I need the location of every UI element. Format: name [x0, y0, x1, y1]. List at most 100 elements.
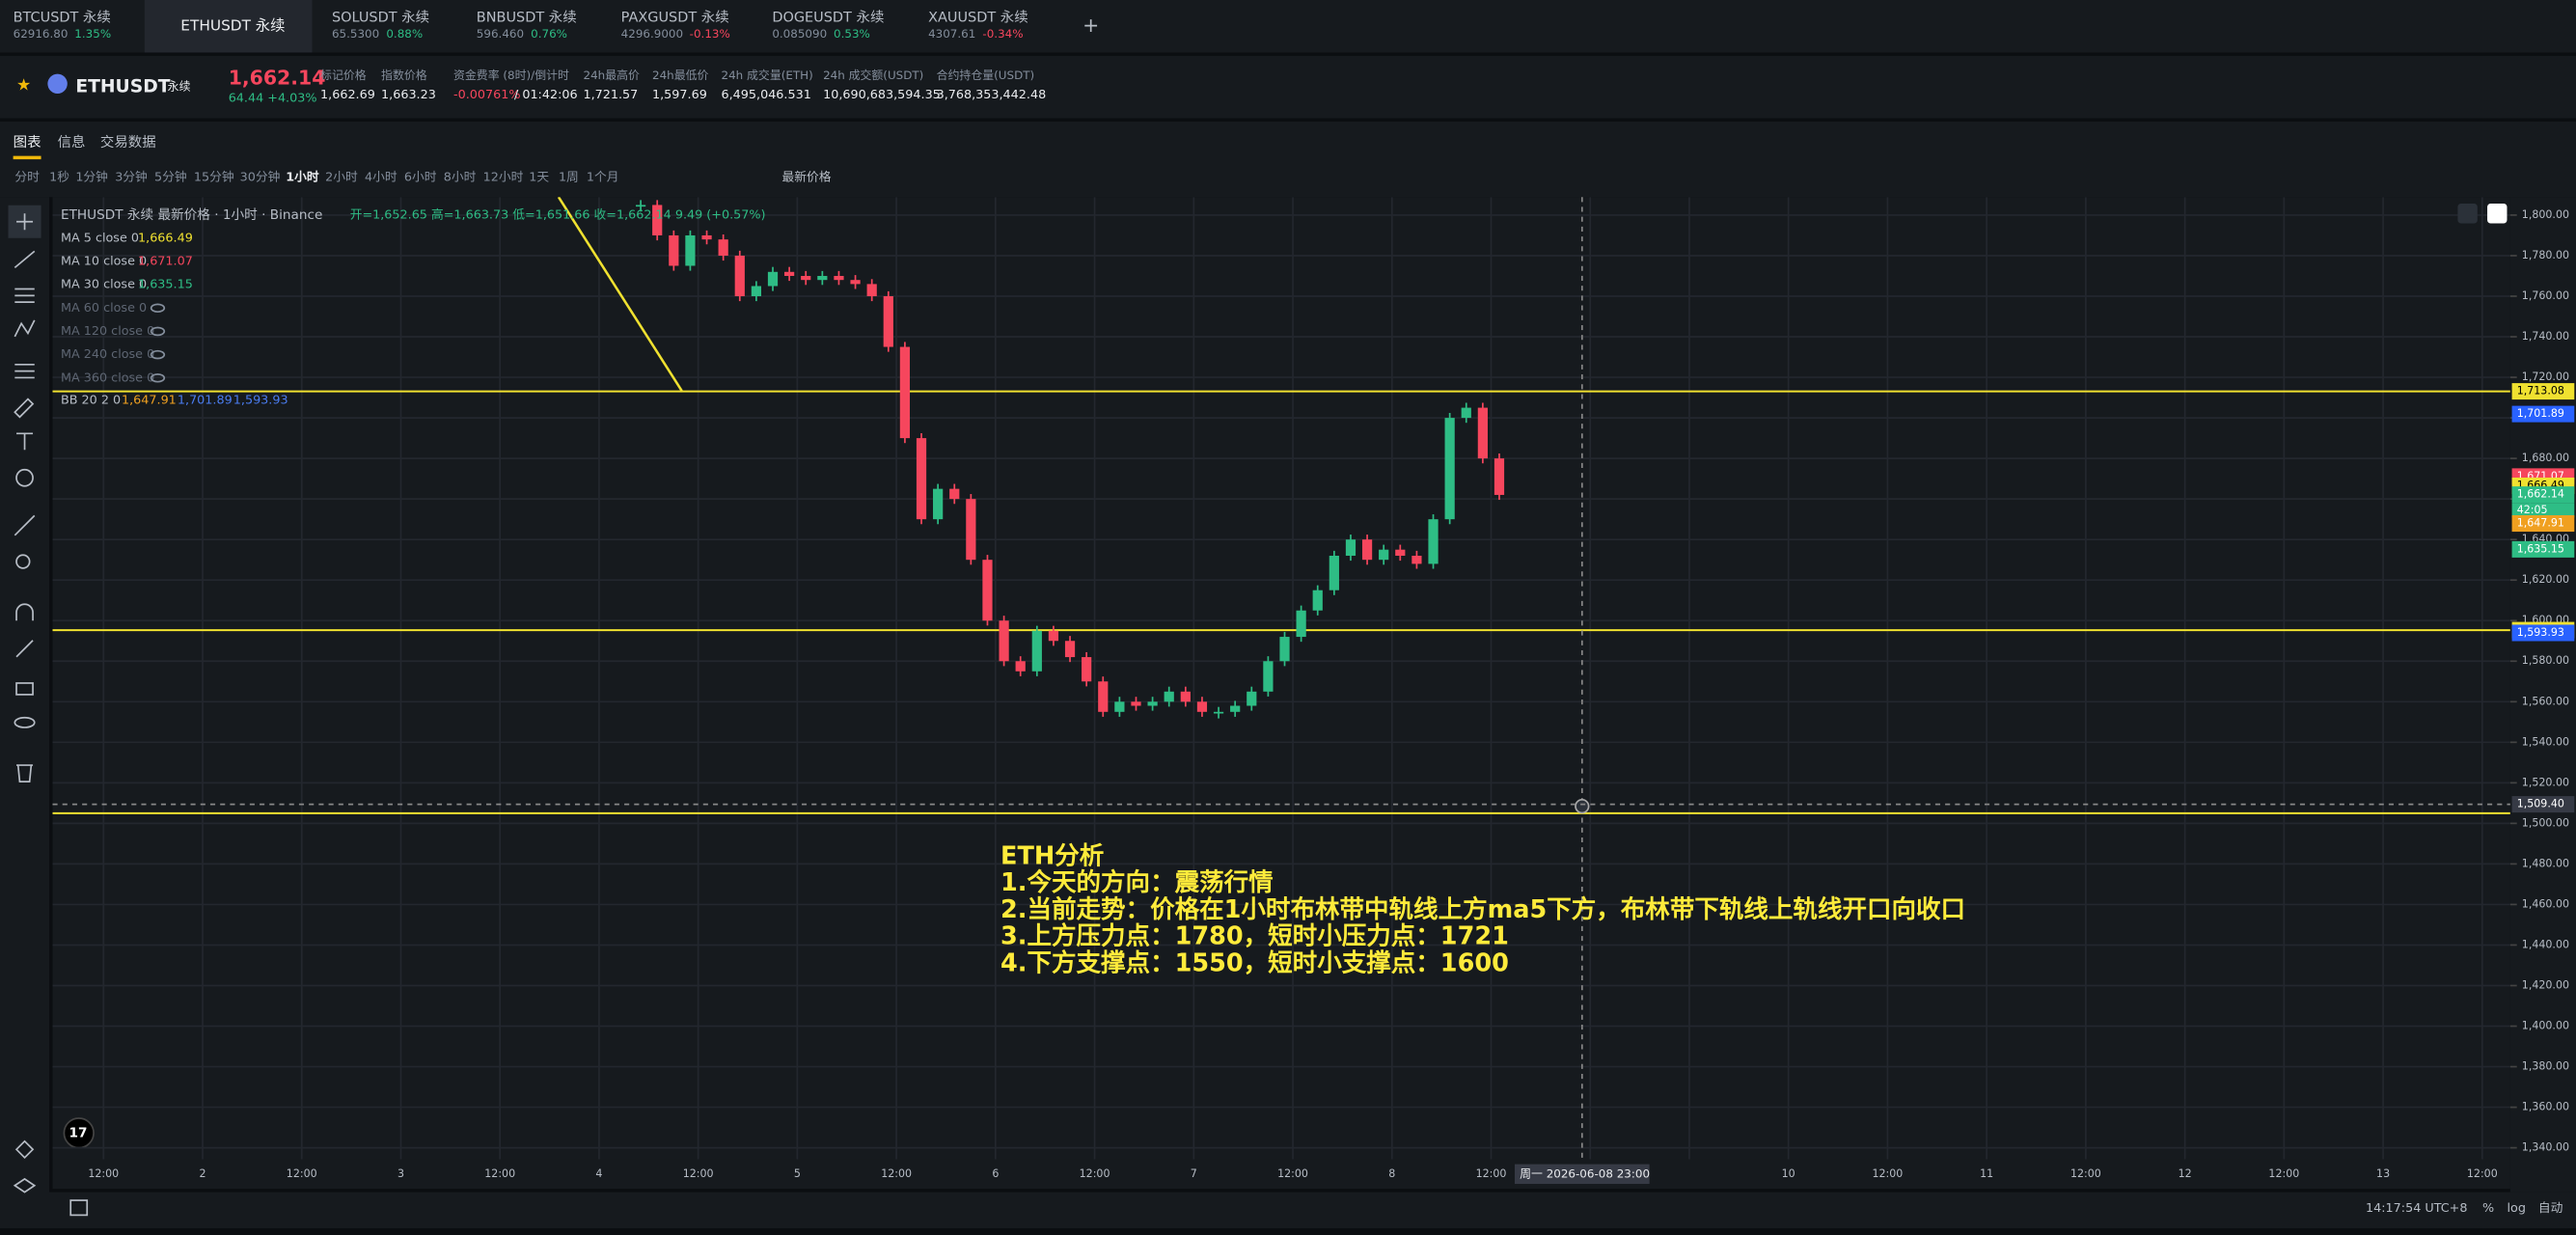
y-tick-label: 1,580.00: [2522, 654, 2569, 667]
fib-tool[interactable]: [14, 288, 35, 303]
price-source[interactable]: 最新价格: [782, 169, 832, 184]
candle: [701, 234, 712, 240]
layers-tool[interactable]: [13, 1177, 37, 1194]
tab-symbol[interactable]: PAXGUSDT 永续: [621, 10, 729, 26]
x-tick-label: 12:00: [88, 1167, 119, 1180]
interval[interactable]: 6小时: [404, 170, 437, 184]
tool-icons: [8, 205, 89, 1217]
candle: [1064, 641, 1076, 658]
ruler-tool[interactable]: [14, 514, 36, 536]
lock-draw-tool[interactable]: [15, 640, 34, 658]
annotation-line: 4.下方支撑点：1550，短时小支撑点：1600: [1000, 948, 1509, 977]
visibility-icon[interactable]: [150, 373, 166, 383]
bb-name: BB 20 2 0: [61, 394, 121, 408]
auto-toggle[interactable]: 自动: [2538, 1201, 2563, 1216]
interval[interactable]: 分时: [14, 170, 40, 184]
log-toggle[interactable]: log: [2507, 1201, 2525, 1216]
price-badge-label: 1,713.08: [2517, 385, 2564, 398]
brush-tool[interactable]: [14, 398, 35, 419]
candle: [1263, 661, 1274, 692]
cross-icon: [16, 213, 34, 231]
subtab[interactable]: 交易数据: [100, 133, 156, 151]
y-tick-label: 1,540.00: [2522, 735, 2569, 748]
countdown: 42:05: [2517, 504, 2548, 516]
time-axis: [52, 1159, 2510, 1190]
chart-download-button[interactable]: [2457, 204, 2478, 224]
tab-symbol[interactable]: XAUUSDT 永续: [928, 10, 1028, 26]
add-tab[interactable]: +: [1082, 14, 1099, 37]
annotation-line: 3.上方压力点：1780，短时小压力点：1721: [1000, 922, 1509, 951]
interval[interactable]: 4小时: [365, 170, 397, 184]
indicator-name: MA 60 close 0: [61, 301, 147, 316]
zoom-tool[interactable]: [15, 554, 31, 569]
candle: [1180, 691, 1191, 702]
tab-symbol[interactable]: ETHUSDT 永续: [180, 17, 285, 35]
visibility-icon[interactable]: [150, 303, 166, 314]
line-tool[interactable]: [14, 250, 36, 269]
percent-toggle[interactable]: %: [2482, 1201, 2494, 1216]
measure-tool[interactable]: [14, 363, 35, 379]
tab-symbol[interactable]: SOLUSDT 永续: [332, 10, 429, 26]
text-tool[interactable]: [16, 432, 34, 451]
stat-label: 标记价格: [320, 69, 367, 82]
favorites-tool[interactable]: [14, 1139, 35, 1160]
tab-price: 62916.80: [14, 27, 69, 41]
interval[interactable]: 1天: [529, 170, 549, 184]
pattern-tool[interactable]: [14, 319, 36, 338]
interval[interactable]: 15分钟: [194, 169, 234, 184]
stat-label: 指数价格: [381, 69, 427, 82]
candle: [883, 296, 893, 347]
bb-value: 1,647.91: [122, 394, 177, 408]
interval[interactable]: 30分钟: [240, 169, 281, 184]
interval[interactable]: 8小时: [444, 170, 477, 184]
candle: [1379, 549, 1389, 561]
interval[interactable]: 1秒: [49, 170, 69, 184]
bottom-bar: [0, 1192, 2576, 1228]
visibility-icon[interactable]: [150, 349, 166, 360]
interval[interactable]: 1分钟: [75, 169, 108, 184]
magnet-tool[interactable]: [15, 603, 34, 621]
interval[interactable]: 3分钟: [115, 169, 148, 184]
tab-bar: [0, 0, 2576, 53]
emoji-tool[interactable]: [15, 468, 34, 487]
interval[interactable]: 2小时: [325, 170, 358, 184]
interval[interactable]: 1小时: [286, 169, 319, 184]
trend-line: [557, 197, 683, 392]
y-tick-label: 1,500.00: [2522, 816, 2569, 829]
lock-tool[interactable]: [15, 682, 34, 696]
subtab[interactable]: 图表: [14, 134, 41, 151]
y-tick-label: 1,680.00: [2522, 452, 2569, 464]
x-tick-label: 12:00: [2467, 1167, 2498, 1180]
y-tick-label: 1,460.00: [2522, 897, 2569, 910]
bb-value: 1,701.89: [178, 394, 233, 408]
stat-label: 24h 成交量(ETH): [722, 69, 813, 82]
interval[interactable]: 12小时: [483, 170, 524, 184]
interval[interactable]: 5分钟: [154, 169, 187, 184]
candle: [1164, 691, 1174, 702]
candle: [999, 620, 1009, 662]
visibility-icon[interactable]: [150, 326, 166, 337]
chart-settings-button[interactable]: [2487, 204, 2507, 224]
tab-symbol[interactable]: BNBUSDT 永续: [477, 10, 577, 26]
indicator-name: MA 30 close 0: [61, 278, 147, 292]
calendar-icon[interactable]: [69, 1199, 89, 1217]
tab-symbol[interactable]: BTCUSDT 永续: [14, 10, 111, 26]
interval[interactable]: 1个月: [587, 170, 619, 184]
tab-symbol[interactable]: DOGEUSDT 永续: [772, 10, 884, 26]
stat-value: -0.00761%: [453, 88, 520, 102]
tab-change: 1.35%: [74, 27, 111, 41]
y-tick-label: 1,360.00: [2522, 1101, 2569, 1113]
interval[interactable]: 1周: [559, 170, 579, 184]
x-tick-label: 11: [1980, 1167, 1993, 1180]
toolbar-area: [0, 121, 2576, 198]
last-price: 1,662.14: [229, 67, 326, 90]
candle: [1461, 407, 1471, 419]
favorite-star[interactable]: ★: [16, 75, 31, 95]
visibility-tool[interactable]: [14, 716, 36, 728]
price-badge: [2511, 486, 2575, 504]
subtab[interactable]: 信息: [58, 134, 86, 151]
annotation-line: ETH分析: [1000, 841, 1104, 870]
x-tick-label: 12: [2179, 1167, 2192, 1180]
bb-value: 1,593.93: [233, 394, 288, 408]
delete-tool[interactable]: [16, 764, 34, 782]
